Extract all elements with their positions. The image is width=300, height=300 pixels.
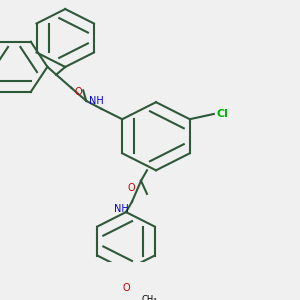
Text: Cl: Cl (217, 109, 229, 119)
Text: O: O (122, 283, 130, 293)
Text: O: O (128, 183, 135, 194)
Text: NH: NH (89, 96, 104, 106)
Text: NH: NH (114, 204, 129, 214)
Text: CH₃: CH₃ (141, 295, 157, 300)
Text: O: O (74, 87, 82, 97)
